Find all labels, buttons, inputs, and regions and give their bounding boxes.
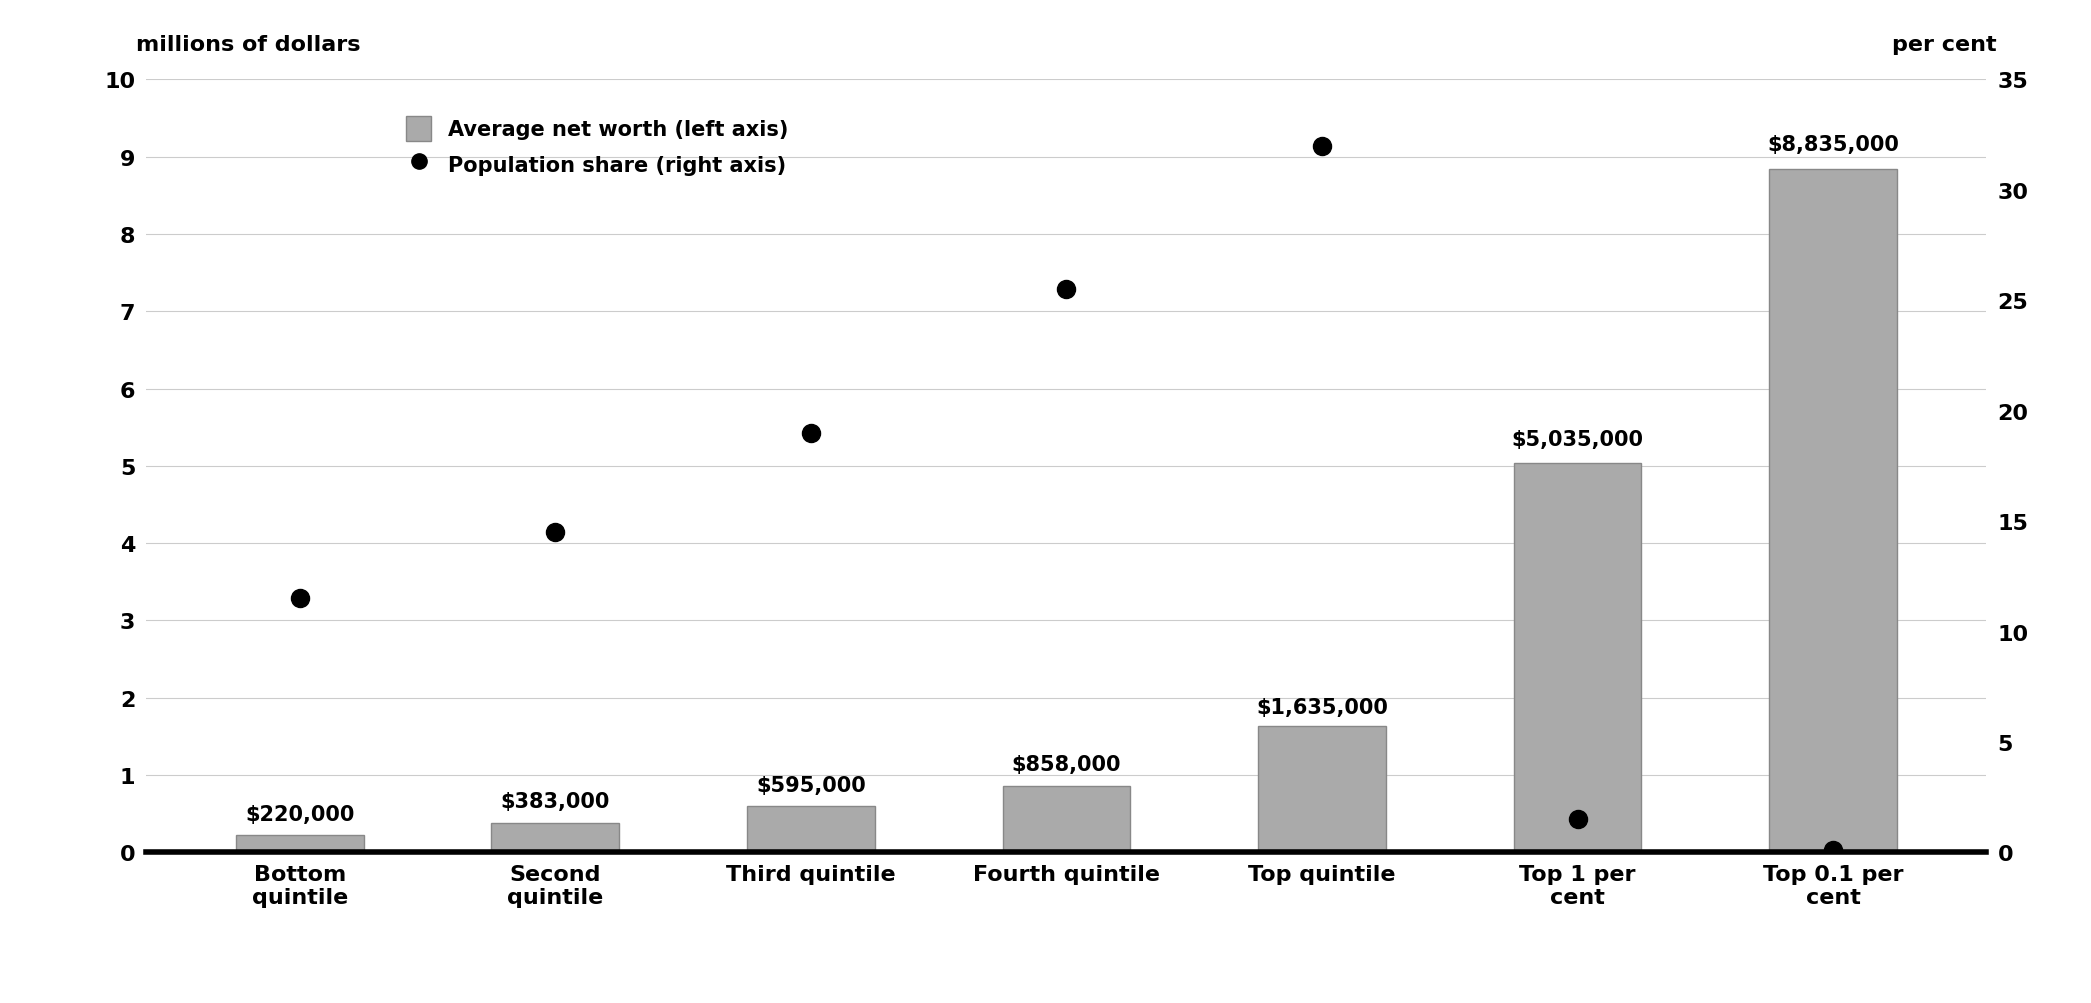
Text: $858,000: $858,000 — [1012, 754, 1121, 774]
Bar — [746, 806, 874, 853]
Text: per cent: per cent — [1892, 35, 1997, 55]
Legend: Average net worth (left axis), Population share (right axis): Average net worth (left axis), Populatio… — [395, 106, 799, 189]
Text: millions of dollars: millions of dollars — [136, 35, 360, 55]
Text: $1,635,000: $1,635,000 — [1257, 697, 1388, 717]
Text: $383,000: $383,000 — [500, 791, 611, 811]
Bar — [1769, 171, 1897, 853]
Bar — [1514, 463, 1641, 853]
Text: $595,000: $595,000 — [757, 775, 866, 795]
Text: $220,000: $220,000 — [245, 804, 353, 824]
Text: $8,835,000: $8,835,000 — [1767, 134, 1899, 154]
Text: $5,035,000: $5,035,000 — [1512, 430, 1644, 449]
Bar — [236, 835, 364, 853]
Bar — [1002, 786, 1131, 853]
Bar — [491, 823, 619, 853]
Bar — [1259, 726, 1386, 853]
